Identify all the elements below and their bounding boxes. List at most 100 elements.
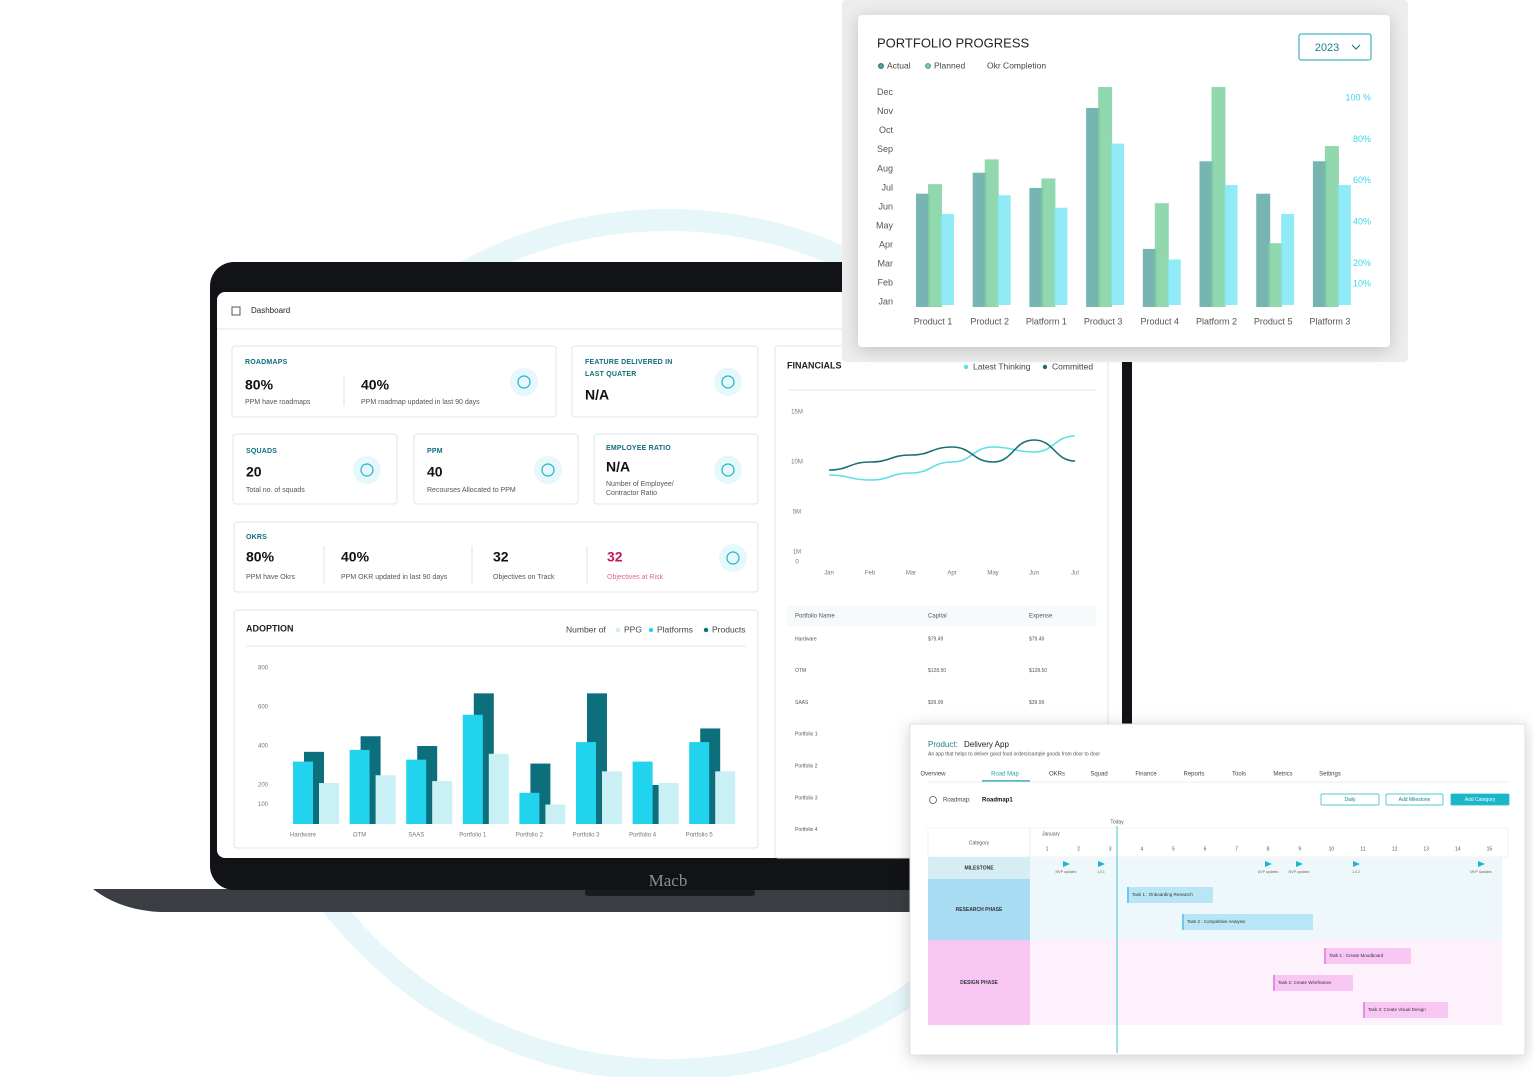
day-label: 12 xyxy=(1392,846,1398,852)
table-cell: $79.49 xyxy=(928,636,944,642)
task-edge xyxy=(1127,887,1129,903)
card-icon-glyph xyxy=(517,375,531,389)
gantt-header xyxy=(927,827,1509,858)
card-label: FEATURE DELIVERED IN xyxy=(585,359,673,366)
legend-dot xyxy=(703,627,709,633)
y2-tick-label: 80% xyxy=(1353,134,1371,144)
day-label: 15 xyxy=(1487,846,1493,852)
task-label: Task 2 : Competitive Analysis xyxy=(1187,919,1246,924)
card-icon-glyph xyxy=(721,375,735,389)
laptop-brand: Macb xyxy=(649,871,688,890)
legend-dot xyxy=(878,63,884,69)
card-label: EMPLOYEE RATIO xyxy=(606,445,671,452)
bar xyxy=(1086,107,1101,307)
tab[interactable]: Tools xyxy=(1232,772,1246,778)
chart-title: FINANCIALS xyxy=(787,360,842,370)
stat-value: 80% xyxy=(246,549,275,565)
day-label: 6 xyxy=(1204,846,1207,852)
y-tick-label: Jun xyxy=(878,201,893,211)
milestone-label: MVP updates xyxy=(1289,870,1310,874)
stat-value: 20 xyxy=(246,464,262,480)
bar xyxy=(689,742,710,824)
tab[interactable]: Settings xyxy=(1319,772,1341,778)
button-label: Daily xyxy=(1344,797,1356,803)
stat-value: 32 xyxy=(607,549,623,565)
tab[interactable]: Squad xyxy=(1090,772,1107,778)
milestone-label: UVP updates xyxy=(1258,870,1279,874)
task-bar xyxy=(1324,948,1411,964)
stat-caption: Recourses Allocated to PPM xyxy=(427,487,516,494)
x-tick-label: Jun xyxy=(1029,571,1039,577)
bar xyxy=(658,783,679,824)
card xyxy=(571,345,759,418)
y-tick-label: 5M xyxy=(793,510,801,516)
button[interactable] xyxy=(1450,793,1510,806)
y-tick-label: Jul xyxy=(881,182,893,192)
y-tick-label: Feb xyxy=(877,278,893,288)
x-tick-label: May xyxy=(987,571,998,577)
x-tick-label: Hardware xyxy=(290,833,317,839)
y2-tick-label: 60% xyxy=(1353,175,1371,185)
task-label: Task 3: Create Visual Design xyxy=(1368,1007,1426,1012)
legend-label: Platforms xyxy=(657,624,693,634)
table-cell: $39.99 xyxy=(928,700,944,706)
task-edge xyxy=(1363,1002,1365,1018)
x-tick-label: Jul xyxy=(1071,571,1079,577)
card-label: OKRS xyxy=(246,534,267,541)
stat-value: N/A xyxy=(585,387,609,403)
phase-cell xyxy=(928,940,1030,1025)
x-tick-label: SAAS xyxy=(408,833,424,839)
milestone-flag xyxy=(1265,861,1272,867)
phase-label: MILESTONE xyxy=(964,865,994,871)
button[interactable] xyxy=(1320,793,1380,806)
x-tick-label: Feb xyxy=(865,571,876,577)
legend-dot xyxy=(648,627,654,633)
card-icon-glyph xyxy=(721,463,735,477)
x-tick-label: Mar xyxy=(906,571,916,577)
bar xyxy=(1281,213,1295,305)
phase-row xyxy=(1030,857,1502,879)
bar xyxy=(715,771,736,824)
tab[interactable]: OKRs xyxy=(1049,772,1065,778)
y-tick-label: 400 xyxy=(258,744,269,750)
table-header: Expense xyxy=(1029,614,1053,620)
y-tick-label: May xyxy=(876,220,894,230)
y2-tick-label: 100 % xyxy=(1345,92,1371,102)
card-icon-glyph xyxy=(360,463,374,477)
bar xyxy=(1211,87,1226,307)
milestone-label: 1.0.1 xyxy=(1097,870,1105,874)
card xyxy=(593,433,759,505)
card-icon xyxy=(714,368,742,396)
bar xyxy=(1312,161,1327,307)
phase-row xyxy=(1030,879,1502,940)
button[interactable] xyxy=(1385,793,1444,806)
bar xyxy=(632,761,653,824)
tab[interactable]: Metrics xyxy=(1273,772,1292,778)
task-label: Task 1 : Onboarding Research xyxy=(1132,892,1193,897)
day-label: 10 xyxy=(1329,846,1335,852)
bar xyxy=(545,804,566,824)
line-series xyxy=(828,435,1076,481)
stat-caption: Objectives at Risk xyxy=(607,574,664,581)
year-select[interactable] xyxy=(1298,33,1372,61)
tab[interactable]: Finance xyxy=(1135,772,1157,778)
tab[interactable]: Overview xyxy=(920,772,946,778)
bar xyxy=(462,714,483,824)
tab[interactable]: Reports xyxy=(1183,772,1204,778)
page-title: Dashboard xyxy=(251,306,290,315)
x-tick-label: Portfolio 3 xyxy=(572,833,600,839)
x-tick-label: Portfolio 5 xyxy=(686,833,714,839)
table-cell: OTM xyxy=(795,668,806,674)
bar xyxy=(928,184,942,307)
bar xyxy=(1256,193,1271,307)
stat-value: N/A xyxy=(606,459,630,475)
x-tick-label: Portfolio 1 xyxy=(459,833,487,839)
product-name: Delivery App xyxy=(964,740,1009,749)
legend-title: Number of xyxy=(566,624,606,634)
table-cell: $39.99 xyxy=(1029,700,1045,706)
year-label: 2023 xyxy=(1315,42,1339,54)
bar xyxy=(916,193,930,307)
tab[interactable]: Road Map xyxy=(991,772,1019,778)
